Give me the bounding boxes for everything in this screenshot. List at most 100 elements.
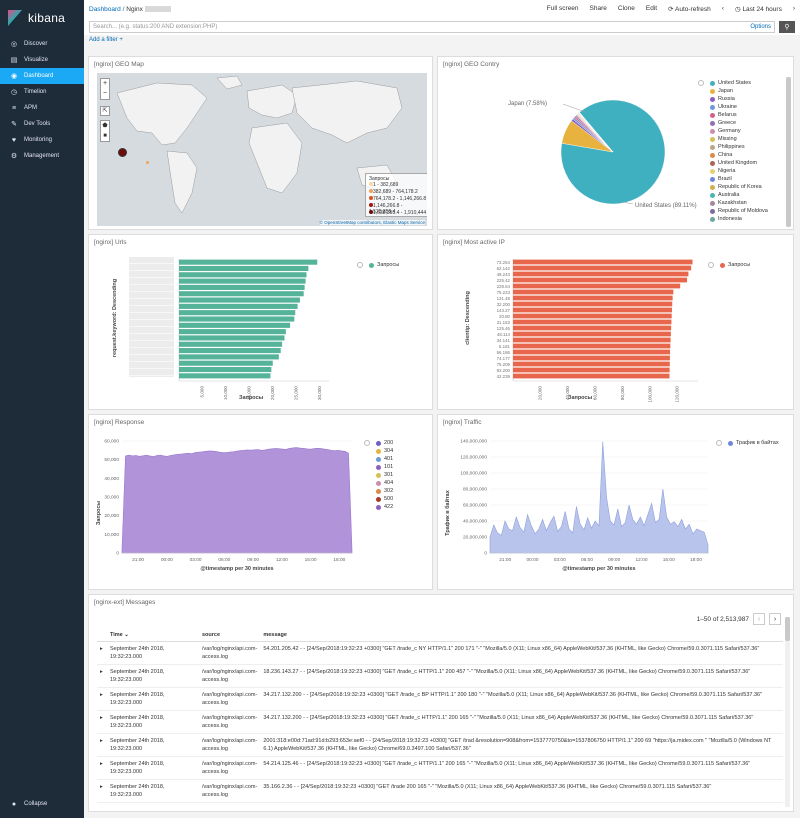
col-message[interactable]: message [260,629,783,642]
col-time[interactable]: Time ⌄ [107,629,199,642]
legend-item[interactable]: United Kingdom [698,159,778,167]
area-series[interactable] [489,441,709,554]
expand-row-icon[interactable]: ▸ [97,779,107,803]
legend-item[interactable]: Kazakhstan [698,199,778,207]
legend-item[interactable]: Belarus [698,111,778,119]
bar[interactable] [179,348,281,354]
bar[interactable] [179,316,295,322]
collapse-button[interactable]: ● Collapse [11,800,48,808]
clone-button[interactable]: Clone [617,5,635,12]
legend-item[interactable]: 422 [364,503,393,511]
options-button[interactable]: Options [750,23,771,30]
bar[interactable] [513,307,672,313]
edit-button[interactable]: Edit [645,5,658,12]
auto-refresh-button[interactable]: ⟳ Auto-refresh [668,6,711,13]
col-source[interactable]: source [199,629,261,642]
search-button[interactable]: ⚲ [779,20,795,33]
time-picker-button[interactable]: ◷ Last 24 hours [734,6,782,13]
sidebar-item-dev-tools[interactable]: ✎ Dev Tools [11,121,51,128]
bar[interactable] [179,278,306,284]
legend-toggle[interactable] [364,440,370,446]
bar[interactable] [513,361,670,367]
legend-item[interactable]: Запросы [357,261,399,269]
legend-item[interactable]: Ukraine [698,103,778,111]
sidebar-item-discover[interactable]: ◎ Discover [10,41,48,48]
draw-rectangle-button[interactable]: ■ [103,133,107,139]
bar[interactable] [513,313,672,319]
bar[interactable] [513,265,692,271]
bar[interactable] [179,303,298,309]
legend-item[interactable]: 304 [364,447,393,455]
sidebar-item-visualize[interactable]: ▤ Visualize [10,57,48,64]
map-marker[interactable] [146,161,149,164]
legend-item[interactable]: 302 [364,487,393,495]
legend-item[interactable]: Republic of Korea [698,183,778,191]
bar[interactable] [179,329,286,335]
table-row[interactable]: ▸ September 24th 2018, 19:32:23.000/var/l… [97,710,783,734]
legend-scrollbar[interactable] [786,77,791,227]
expand-row-icon[interactable]: ▸ [97,687,107,711]
next-page-button[interactable]: › [769,613,781,625]
expand-row-icon[interactable]: ▸ [97,641,107,665]
bar[interactable] [179,259,318,265]
sidebar-item-apm[interactable]: ≡ APM [11,104,38,112]
bar[interactable] [513,259,693,265]
legend-item[interactable]: 500 [364,495,393,503]
expand-row-icon[interactable]: ▸ [97,756,107,780]
legend-item[interactable]: Трафик в байтах [716,439,779,447]
bar[interactable] [513,283,681,289]
map-attribution[interactable]: © OpenStreetMap contributors, Elastic Ma… [319,220,425,225]
legend-item[interactable]: Russia [698,95,778,103]
legend-item[interactable]: Greece [698,119,778,127]
search-input[interactable]: Search... (e.g. status:200 AND extension… [89,20,775,33]
bar[interactable] [179,341,283,347]
bar[interactable] [513,331,671,337]
legend-item[interactable]: 401 [364,455,393,463]
bar[interactable] [513,373,670,379]
legend-item[interactable]: Indonesia [698,215,778,223]
legend-item[interactable]: Nigeria [698,167,778,175]
bar[interactable] [513,295,673,301]
bar[interactable] [179,360,273,366]
bar[interactable] [179,322,291,328]
table-scrollbar[interactable] [785,617,790,807]
legend-item[interactable]: China [698,151,778,159]
bar[interactable] [513,349,671,355]
zoom-in-button[interactable]: + [102,80,108,87]
legend-item[interactable]: Japan [698,87,778,95]
time-next-button[interactable]: › [792,5,795,12]
legend-item[interactable]: Republic of Moldova [698,207,778,215]
bar[interactable] [179,297,300,303]
pie-slice[interactable] [579,111,614,153]
time-prev-button[interactable]: ‹ [721,5,724,12]
bar[interactable] [513,289,674,295]
bar[interactable] [513,325,672,331]
table-row[interactable]: ▸ September 24th 2018, 19:32:23.000/var/l… [97,779,783,803]
bar[interactable] [513,367,670,373]
sidebar-item-dashboard[interactable]: ◉ Dashboard [0,68,84,84]
legend-item[interactable]: Philippines [698,143,778,151]
fit-bounds-button[interactable]: ⇱ [100,106,110,116]
bar[interactable] [513,277,688,283]
table-row[interactable]: ▸ September 24th 2018, 19:32:23.000/var/l… [97,687,783,711]
area-series[interactable] [121,447,353,554]
legend-item[interactable]: Missing [698,135,778,143]
bar[interactable] [179,335,285,341]
table-row[interactable]: ▸ September 24th 2018, 19:32:23.000/var/l… [97,641,783,665]
legend-item[interactable]: 404 [364,479,393,487]
map-marker[interactable] [118,148,127,157]
bar[interactable] [179,272,307,278]
sidebar-item-timelion[interactable]: ◷ Timelion [10,89,47,96]
bar[interactable] [513,271,689,277]
bar[interactable] [179,291,304,297]
legend-item[interactable]: 200 [364,439,393,447]
bar[interactable] [513,355,670,361]
zoom-out-button[interactable]: − [102,90,108,97]
prev-page-button[interactable]: ‹ [753,613,765,625]
full-screen-button[interactable]: Full screen [546,5,579,12]
sidebar-item-management[interactable]: ⚙ Management [10,153,60,160]
bar[interactable] [179,284,305,290]
bar[interactable] [179,265,309,272]
bar[interactable] [513,343,671,349]
draw-polygon-button[interactable]: ⬟ [102,123,108,129]
